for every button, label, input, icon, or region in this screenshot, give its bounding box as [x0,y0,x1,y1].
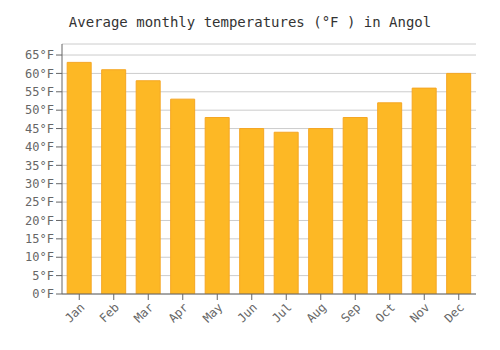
svg-text:65°F: 65°F [25,48,54,62]
svg-text:Oct: Oct [373,300,398,325]
svg-text:40°F: 40°F [25,140,54,154]
svg-text:Jul: Jul [269,300,294,325]
svg-text:Jan: Jan [62,300,87,325]
html-text:Average monthly temperatures (: Average monthly temperatures (°F ) in An… [68,14,432,30]
svg-text:55°F: 55°F [25,85,54,99]
svg-text:Mar: Mar [131,300,156,325]
svg-text:50°F: 50°F [25,103,54,117]
svg-text:May: May [200,300,225,325]
svg-text:10°F: 10°F [25,250,54,264]
svg-text:Nov: Nov [407,300,432,325]
svg-text:35°F: 35°F [25,159,54,173]
svg-text:30°F: 30°F [25,177,54,191]
svg-text:Dec: Dec [442,300,467,325]
svg-text:5°F: 5°F [32,269,54,283]
svg-text:0°F: 0°F [32,287,54,301]
svg-text:20°F: 20°F [25,214,54,228]
svg-text:60°F: 60°F [25,67,54,81]
svg-text:Sep: Sep [338,300,363,325]
svg-text:Jun: Jun [235,300,260,325]
svg-text:Apr: Apr [166,300,191,325]
svg-text:15°F: 15°F [25,232,54,246]
svg-text:Feb: Feb [97,300,122,325]
svg-text:25°F: 25°F [25,195,54,209]
svg-text:Aug: Aug [304,300,329,325]
svg-text:45°F: 45°F [25,122,54,136]
